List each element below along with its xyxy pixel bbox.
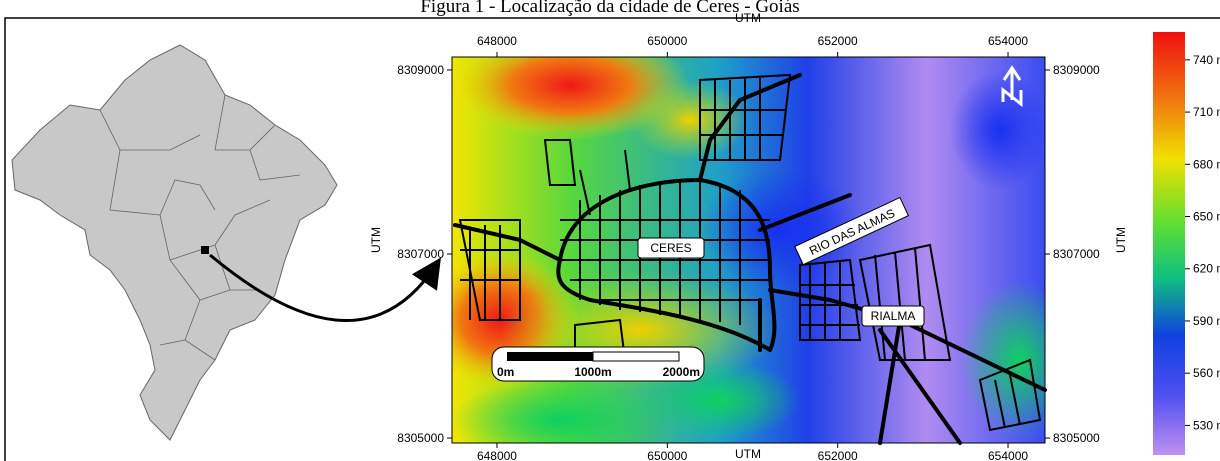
x-tick-label: 652000 bbox=[818, 449, 858, 461]
colorbar-label: 530 m bbox=[1193, 418, 1220, 432]
scale-label: 2000m bbox=[663, 365, 700, 379]
y-tick-label: 8309000 bbox=[397, 63, 444, 77]
axis-title: UTM bbox=[735, 447, 761, 461]
scale-label: 1000m bbox=[574, 365, 611, 379]
x-tick-label: 650000 bbox=[647, 449, 687, 461]
x-tick-label: 654000 bbox=[988, 449, 1028, 461]
colorbar bbox=[1153, 32, 1185, 455]
place-label: RIALMA bbox=[871, 309, 916, 323]
colorbar-label: 590 m bbox=[1193, 314, 1220, 328]
page: {"title": "Figura 1 - Localização da cid… bbox=[0, 0, 1220, 461]
brazil-map bbox=[12, 45, 337, 440]
location-marker bbox=[201, 246, 209, 254]
colorbar-label: 710 m bbox=[1193, 105, 1220, 119]
y-tick-label: 8305000 bbox=[1053, 431, 1100, 445]
y-tick-label: 8309000 bbox=[1053, 63, 1100, 77]
x-tick-label: 654000 bbox=[988, 34, 1028, 48]
y-tick-label: 8305000 bbox=[397, 431, 444, 445]
colorbar-label: 650 m bbox=[1193, 210, 1220, 224]
colorbar-label: 560 m bbox=[1193, 366, 1220, 380]
axis-title: UTM bbox=[1114, 227, 1128, 253]
colorbar-label: 620 m bbox=[1193, 262, 1220, 276]
axis-title: UTM bbox=[369, 227, 383, 253]
figure: Figura 1 - Localização da cidade de Cere… bbox=[0, 0, 1220, 461]
scale-label: 0m bbox=[497, 365, 514, 379]
x-tick-label: 648000 bbox=[477, 449, 517, 461]
x-tick-label: 652000 bbox=[818, 34, 858, 48]
place-label: CERES bbox=[650, 241, 691, 255]
y-tick-label: 8307000 bbox=[1053, 247, 1100, 261]
scale-bar: 0m 1000m 2000m bbox=[492, 347, 704, 381]
x-tick-label: 650000 bbox=[647, 34, 687, 48]
axis-title: UTM bbox=[735, 11, 761, 25]
y-tick-label: 8307000 bbox=[397, 247, 444, 261]
colorbar-label: 740 m bbox=[1193, 53, 1220, 67]
x-tick-label: 648000 bbox=[477, 34, 517, 48]
colorbar-label: 680 m bbox=[1193, 157, 1220, 171]
